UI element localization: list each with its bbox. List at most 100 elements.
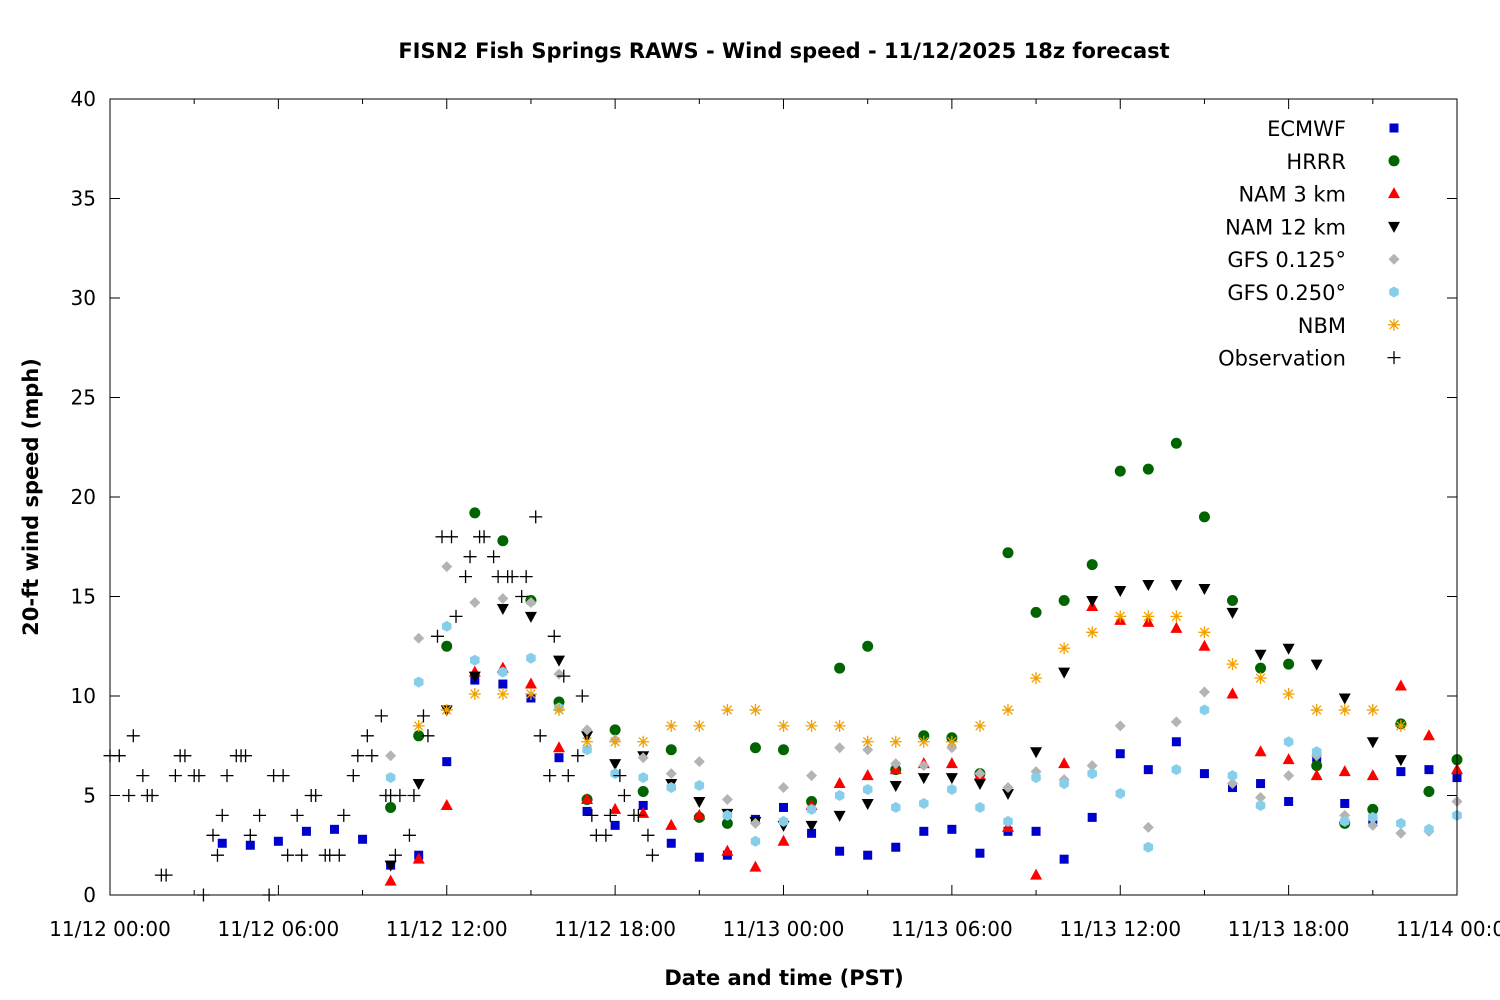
data-point — [807, 828, 817, 838]
data-point — [215, 808, 229, 822]
y-tick-label: 0 — [83, 883, 96, 907]
data-point — [1254, 649, 1267, 661]
data-point — [1030, 868, 1043, 880]
data-point — [529, 510, 543, 524]
data-point — [613, 769, 627, 783]
data-point — [666, 782, 676, 793]
data-point — [1226, 607, 1239, 619]
data-point — [1171, 764, 1182, 776]
data-point — [1059, 778, 1069, 790]
series-gfs-0-125 — [385, 561, 1463, 839]
data-point — [412, 719, 425, 732]
data-point — [571, 749, 585, 763]
data-point — [637, 786, 649, 798]
y-tick-label: 40 — [71, 87, 96, 111]
data-point — [136, 769, 150, 783]
data-point — [217, 838, 227, 848]
data-point — [1170, 437, 1182, 449]
data-point — [487, 550, 501, 564]
x-tick-label: 11/12 06:00 — [218, 917, 340, 941]
legend-swatch — [1388, 318, 1400, 331]
data-point — [1311, 760, 1323, 772]
data-point — [1340, 798, 1350, 808]
data-point — [1394, 679, 1407, 691]
data-point — [421, 729, 435, 743]
x-tick-label: 11/13 18:00 — [1228, 917, 1350, 941]
legend-entry: NBM — [1298, 314, 1400, 338]
data-point — [1170, 716, 1182, 728]
data-point — [442, 620, 452, 632]
data-point — [778, 744, 789, 756]
data-point — [777, 834, 790, 846]
data-point — [834, 790, 845, 801]
data-point — [665, 818, 678, 830]
data-point — [533, 729, 547, 743]
x-tick-label: 11/13 00:00 — [723, 917, 845, 941]
data-point — [1340, 815, 1350, 827]
data-point — [805, 820, 818, 832]
data-point — [412, 852, 425, 864]
data-point — [749, 817, 761, 829]
data-point — [243, 828, 257, 842]
data-point — [1002, 782, 1014, 794]
data-point — [1310, 769, 1323, 781]
series-ecmwf — [217, 675, 1462, 870]
x-tick-label: 11/12 18:00 — [554, 917, 676, 941]
data-point — [779, 802, 788, 812]
data-point — [947, 784, 957, 795]
data-point — [610, 820, 620, 830]
data-point — [385, 772, 396, 784]
data-point — [603, 808, 617, 822]
data-point — [290, 808, 304, 822]
legend-swatch — [1388, 221, 1400, 233]
data-point — [1310, 659, 1323, 671]
data-point — [1115, 749, 1125, 759]
data-point — [430, 629, 444, 643]
data-point — [360, 729, 374, 743]
data-point — [889, 735, 902, 748]
data-point — [637, 752, 649, 764]
data-point — [281, 848, 295, 862]
x-axis-label: Date and time (PST) — [664, 966, 903, 990]
data-point — [919, 798, 929, 809]
data-point — [1143, 841, 1154, 853]
data-point — [917, 773, 930, 785]
data-point — [1256, 779, 1266, 789]
data-point — [862, 744, 874, 756]
y-tick-label: 20 — [71, 485, 96, 509]
data-point — [1424, 765, 1434, 775]
data-point — [496, 688, 509, 701]
data-point — [526, 652, 536, 664]
data-point — [1002, 547, 1014, 559]
data-point — [1283, 658, 1295, 670]
data-point — [806, 770, 818, 782]
data-point — [693, 796, 706, 808]
data-point — [694, 852, 704, 862]
data-point — [192, 769, 206, 783]
data-point — [330, 824, 339, 834]
data-point — [468, 688, 481, 701]
data-point — [575, 689, 589, 703]
legend-swatch — [1387, 351, 1401, 365]
legend-label: HRRR — [1286, 150, 1346, 174]
data-point — [806, 803, 817, 815]
data-point — [1366, 769, 1379, 781]
data-point — [1002, 789, 1014, 801]
data-point — [581, 792, 594, 804]
data-point — [638, 772, 648, 784]
data-point — [1059, 854, 1069, 864]
data-point — [833, 777, 846, 789]
y-tick-label: 10 — [71, 684, 96, 708]
data-point — [1143, 765, 1153, 775]
data-point — [973, 719, 986, 732]
data-point — [834, 662, 846, 674]
data-point — [1030, 747, 1043, 759]
data-point — [1226, 687, 1239, 699]
legend-entry: HRRR — [1286, 150, 1400, 174]
series-nam-12-km — [384, 580, 1407, 872]
data-point — [525, 596, 537, 608]
data-point — [547, 629, 561, 643]
data-point — [524, 677, 537, 689]
data-point — [666, 838, 676, 848]
data-point — [833, 810, 846, 822]
